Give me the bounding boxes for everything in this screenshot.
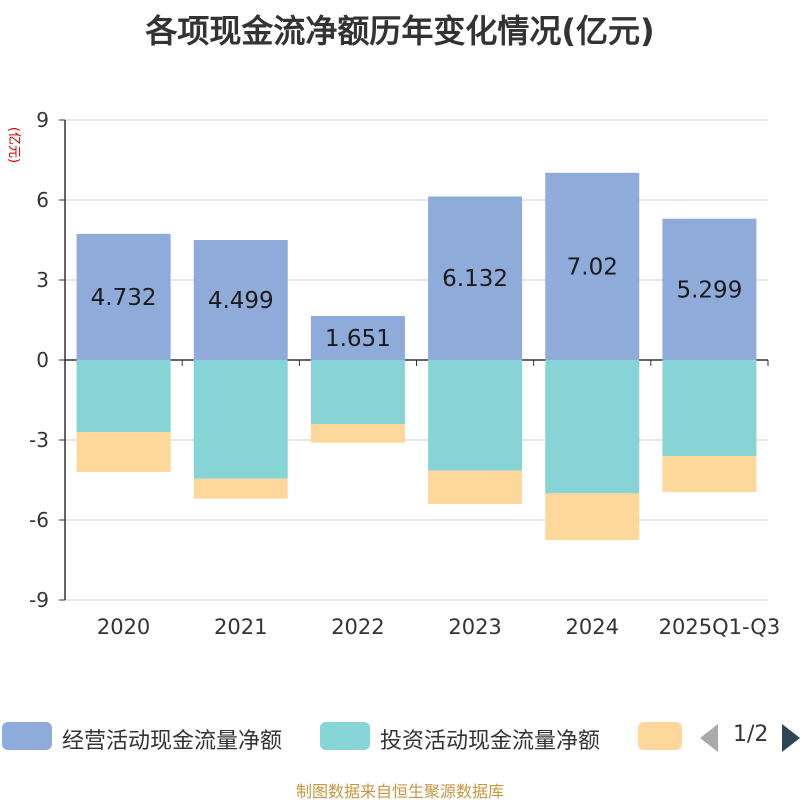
bar-operating-2025Q1-Q3 bbox=[662, 218, 757, 360]
bar-financing-2021 bbox=[193, 478, 288, 499]
legend: 经营活动现金流量净额 投资活动现金流量净额 1/2 bbox=[0, 715, 800, 755]
bar-operating-2022 bbox=[310, 315, 405, 360]
bar-investing-2024 bbox=[545, 360, 640, 494]
bar-operating-2020 bbox=[76, 233, 171, 360]
pager-prev-icon[interactable] bbox=[700, 724, 718, 752]
y-tick-label: 6 bbox=[36, 188, 49, 212]
legend-item-operating[interactable]: 经营活动现金流量净额 bbox=[2, 719, 302, 754]
x-tick-label: 2024 bbox=[566, 615, 619, 639]
x-tick-label: 2020 bbox=[97, 615, 150, 639]
legend-swatch-financing bbox=[638, 722, 682, 750]
pager-next-icon[interactable] bbox=[782, 724, 800, 752]
bar-operating-2021 bbox=[193, 240, 288, 360]
bar-value-label: 6.132 bbox=[442, 266, 508, 292]
bar-investing-2023 bbox=[428, 360, 523, 471]
bar-value-label: 5.299 bbox=[676, 277, 742, 303]
y-axis-title: (亿元) bbox=[6, 127, 21, 163]
y-tick-label: -3 bbox=[29, 428, 49, 452]
legend-swatch-operating bbox=[2, 722, 52, 750]
x-tick-label: 2023 bbox=[448, 615, 501, 639]
bar-investing-2021 bbox=[193, 360, 288, 479]
x-tick-label: 2022 bbox=[331, 615, 384, 639]
y-tick-label: 9 bbox=[36, 108, 49, 132]
legend-pager: 1/2 bbox=[700, 721, 800, 752]
y-tick-label: -6 bbox=[29, 508, 49, 532]
bar-operating-2023 bbox=[428, 196, 523, 360]
pager-text: 1/2 bbox=[733, 722, 769, 747]
bar-financing-2025Q1-Q3 bbox=[662, 456, 757, 492]
legend-item-financing[interactable] bbox=[638, 719, 688, 750]
legend-label-investing: 投资活动现金流量净额 bbox=[380, 729, 601, 754]
chart-svg: 9 6 3 0 -3 -6 -9 (亿元) 4.732 2020 4.499 2021 1.651 202… bbox=[6, 108, 781, 639]
bar-investing-2025Q1-Q3 bbox=[662, 360, 757, 456]
y-tick-label: 3 bbox=[36, 268, 49, 292]
x-tick-label: 2021 bbox=[214, 615, 267, 639]
bar-investing-2022 bbox=[310, 360, 405, 424]
bar-investing-2020 bbox=[76, 360, 171, 432]
legend-item-investing[interactable]: 投资活动现金流量净额 bbox=[320, 719, 630, 754]
bar-value-label: 4.732 bbox=[91, 285, 157, 311]
chart-title: 各项现金流净额历年变化情况(亿元) bbox=[145, 12, 655, 50]
bar-financing-2024 bbox=[545, 493, 640, 540]
bar-financing-2023 bbox=[428, 470, 523, 504]
bar-value-label: 4.499 bbox=[208, 288, 274, 314]
source-note: 制图数据来自恒生聚源数据库 bbox=[295, 782, 504, 801]
bar-financing-2022 bbox=[310, 424, 405, 443]
x-tick-label: 2025Q1-Q3 bbox=[659, 615, 781, 639]
bar-financing-2020 bbox=[76, 432, 171, 472]
legend-swatch-investing bbox=[320, 722, 370, 750]
legend-label-operating: 经营活动现金流量净额 bbox=[62, 729, 283, 754]
y-tick-label: 0 bbox=[36, 348, 49, 372]
bar-operating-2024 bbox=[545, 172, 640, 360]
bar-value-label: 7.02 bbox=[567, 254, 618, 280]
bar-value-label: 1.651 bbox=[325, 326, 391, 352]
y-tick-label: -9 bbox=[29, 588, 49, 612]
